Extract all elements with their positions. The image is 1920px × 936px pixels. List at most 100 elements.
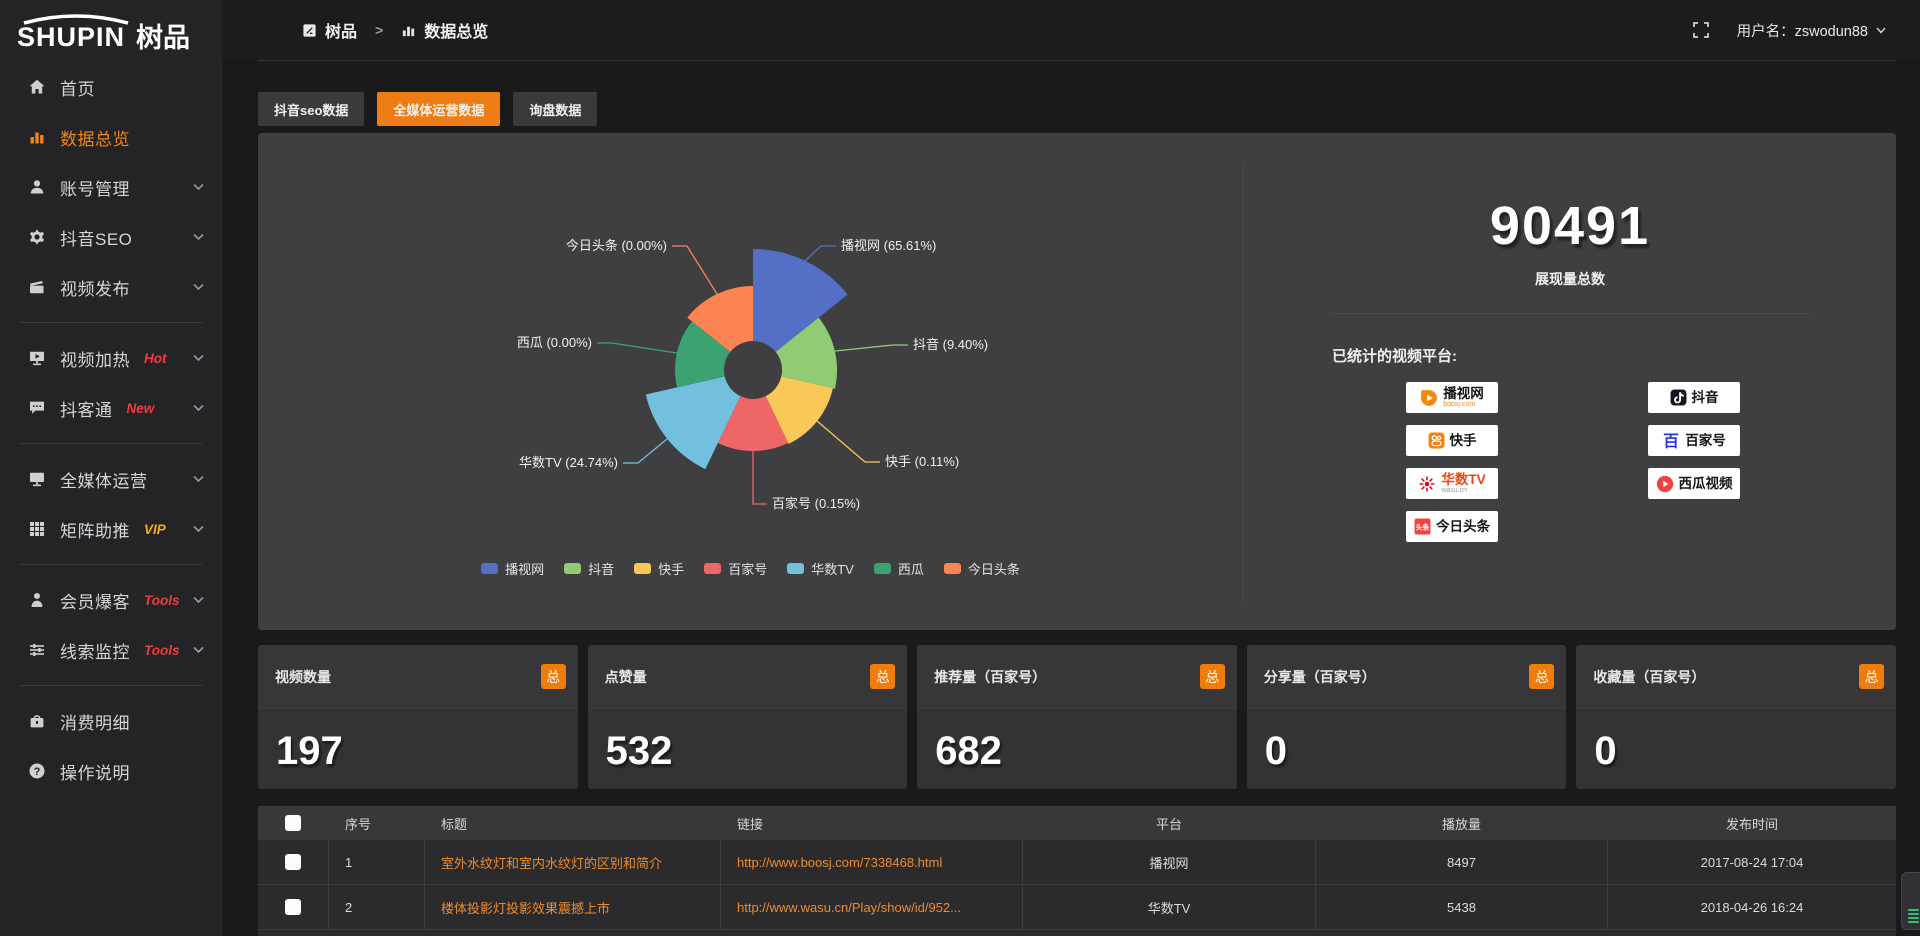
svg-text:头条: 头条	[1416, 523, 1430, 532]
legend-item-华数TV[interactable]: 华数TV	[787, 559, 854, 578]
user-icon	[28, 178, 46, 196]
legend-item-今日头条[interactable]: 今日头条	[943, 559, 1020, 578]
tab-0[interactable]: 抖音seo数据	[258, 92, 365, 126]
brand-name-cn: 树品	[136, 23, 190, 53]
legend-item-百家号[interactable]: 百家号	[704, 559, 767, 578]
tab-2[interactable]: 询盘数据	[513, 92, 598, 126]
platform-label: 今日头条	[1436, 518, 1490, 534]
monitor-icon	[28, 470, 46, 488]
doc-icon	[302, 23, 317, 38]
breadcrumb-item-current[interactable]: 数据总览	[424, 24, 489, 41]
pie-slice-今日头条[interactable]	[687, 286, 753, 352]
svg-text:百: 百	[1663, 432, 1679, 449]
sidebar-item-10[interactable]: 矩阵助推 VIP	[0, 504, 222, 554]
legend-item-西瓜[interactable]: 西瓜	[873, 559, 924, 578]
user-menu[interactable]: 用户名：zswodun88	[1737, 20, 1886, 41]
cell-link[interactable]: http://www.wasu.cn/Play/show/id/952...	[720, 885, 1022, 929]
legend-label: 播视网	[505, 562, 545, 577]
cell-title[interactable]: 室外水纹灯和室内水纹灯的区别和简介	[424, 840, 720, 884]
sidebar-item-9[interactable]: 全媒体运营	[0, 454, 222, 504]
stat-card-label: 推荐量（百家号）	[934, 668, 1047, 685]
table-header-0: 序号	[328, 806, 424, 840]
cell-link[interactable]: http://www.boosj.com/7338468.html	[720, 840, 1022, 884]
wasu-logo-icon	[1418, 475, 1436, 493]
sidebar-item-16[interactable]: ? 操作说明	[0, 746, 222, 796]
legend-label: 抖音	[588, 562, 615, 577]
breadcrumb-item-home[interactable]: 树品	[325, 24, 358, 41]
sidebar-item-1[interactable]: 数据总览	[0, 112, 222, 162]
platform-label: 抖音	[1691, 389, 1719, 405]
sidebar-item-7[interactable]: 抖客通 New	[0, 383, 222, 433]
pie-label-line	[804, 245, 836, 262]
fullscreen-icon[interactable]	[1692, 22, 1709, 38]
sidebar-item-15[interactable]: 消费明细	[0, 696, 222, 746]
sidebar-item-13[interactable]: 线索监控 Tools	[0, 625, 222, 675]
row-checkbox[interactable]	[285, 854, 301, 870]
chevron-down-icon	[193, 404, 204, 412]
sidebar-item-label: 全媒体运营	[60, 471, 148, 491]
boosj-logo-icon	[1420, 389, 1438, 407]
stat-card-value: 197	[276, 729, 343, 773]
legend-item-播视网[interactable]: 播视网	[481, 559, 544, 578]
chart-legend: 播视网 抖音 快手 百家号 华数TV 西瓜 今日头条	[258, 559, 1243, 578]
pie-label: 今日头条 (0.00%)	[566, 238, 667, 253]
chart-icon	[28, 128, 46, 146]
grid-icon	[28, 520, 46, 538]
legend-swatch	[564, 563, 582, 574]
platform-badge-xigua: 西瓜视频	[1648, 468, 1740, 499]
row-checkbox[interactable]	[285, 899, 301, 915]
panel-divider	[1243, 163, 1244, 603]
float-widget-bars-icon	[1902, 907, 1920, 923]
stat-card-3: 分享量（百家号） 总 0	[1246, 645, 1567, 789]
chevron-down-icon	[193, 283, 204, 291]
platform-badge-baijiahao: 百百家号	[1648, 425, 1740, 456]
pie-slice-抖音[interactable]	[775, 317, 838, 389]
svg-text:?: ?	[34, 766, 41, 778]
sidebar-item-4[interactable]: 视频发布	[0, 262, 222, 312]
legend-item-抖音[interactable]: 抖音	[564, 559, 614, 578]
overview-panel: 播视网 (65.61%) 抖音 (9.40%) 快手 (0.11%) 百家号 (0.1…	[258, 133, 1896, 630]
sidebar-item-3[interactable]: 抖音SEO	[0, 212, 222, 262]
platform-sublabel: wasu.cn	[1441, 487, 1468, 495]
sidebar-divider	[20, 443, 202, 444]
sidebar-item-6[interactable]: 视频加热 Hot	[0, 333, 222, 383]
pie-label-line	[623, 438, 668, 464]
sidebar-item-2[interactable]: 账号管理	[0, 162, 222, 212]
summary-divider	[1331, 313, 1811, 314]
platform-label: 快手	[1449, 432, 1477, 448]
pie-slice-播视网[interactable]	[753, 249, 848, 352]
cell-title[interactable]: 楼体投影灯投影效果震撼上市	[424, 885, 720, 929]
legend-label: 华数TV	[811, 562, 854, 577]
side-float-widget[interactable]	[1901, 872, 1920, 930]
pie-slice-百家号[interactable]	[717, 396, 789, 452]
platform-badge-kuaishou: 快手	[1406, 425, 1498, 456]
sidebar-item-12[interactable]: 会员爆客 Tools	[0, 575, 222, 625]
pie-slice-华数TV[interactable]	[645, 376, 741, 470]
sidebar-item-label: 账号管理	[60, 179, 130, 199]
platform-sublabel: boosj.com	[1443, 401, 1476, 409]
sidebar-item-0[interactable]: 首页	[0, 62, 222, 112]
platform-label: 西瓜视频	[1678, 475, 1733, 491]
stat-card-value: 532	[605, 729, 673, 773]
tab-1[interactable]: 全媒体运营数据	[377, 92, 501, 126]
sidebar-item-label: 消费明细	[60, 713, 130, 733]
sidebar-item-badge: Tools	[144, 592, 180, 608]
pie-slice-西瓜[interactable]	[675, 321, 731, 388]
pie-label: 抖音 (9.40%)	[913, 337, 988, 352]
pie-label: 华数TV (24.74%)	[519, 455, 618, 470]
cell-seq: 1	[328, 840, 424, 884]
stat-card-2: 推荐量（百家号） 总 682	[917, 645, 1237, 789]
stat-card-1: 点赞量 总 532	[587, 645, 908, 789]
pie-label: 百家号 (0.15%)	[772, 496, 860, 511]
legend-item-快手[interactable]: 快手	[634, 559, 684, 578]
legend-swatch	[481, 563, 499, 574]
home-icon	[28, 78, 46, 96]
video-icon	[28, 278, 46, 296]
select-all-checkbox[interactable]	[285, 815, 301, 831]
chevron-down-icon	[193, 525, 204, 533]
sliders-icon	[28, 641, 46, 659]
chevron-down-icon	[1876, 27, 1886, 34]
sidebar-divider	[20, 685, 202, 686]
pie-slice-快手[interactable]	[765, 376, 833, 444]
sidebar-item-badge: Hot	[144, 350, 167, 366]
